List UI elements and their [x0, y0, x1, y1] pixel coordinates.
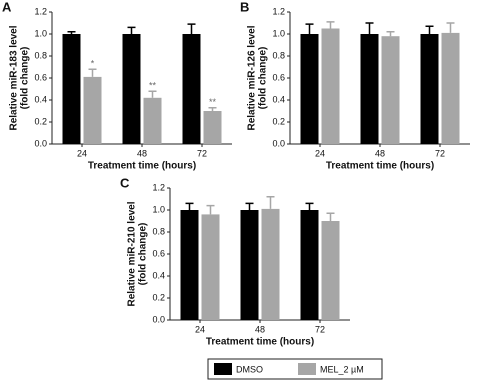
bar — [360, 34, 379, 144]
error-bar — [425, 25, 434, 34]
x-tick-label: 72 — [435, 148, 445, 158]
bar — [381, 36, 400, 145]
y-tick-label: 0.8 — [34, 50, 47, 60]
y-tick-label: 1.2 — [34, 6, 47, 16]
x-tick-label: 72 — [197, 148, 207, 158]
y-tick-label: 1.0 — [272, 28, 285, 38]
error-bar — [67, 31, 76, 34]
bar — [420, 34, 439, 144]
bar — [180, 210, 199, 320]
error-bar — [127, 26, 136, 34]
y-axis-label: Relative miR-183 level — [9, 25, 20, 130]
bar — [240, 210, 259, 320]
bar — [321, 28, 340, 144]
x-axis-label: Treatment time (hours) — [326, 161, 434, 172]
error-bar — [206, 204, 215, 215]
error-bar — [326, 212, 335, 221]
x-tick-label: 48 — [375, 148, 385, 158]
panel-label: C — [120, 175, 130, 190]
bar — [300, 34, 319, 144]
legend-label: DMSO — [236, 364, 263, 374]
bar — [321, 221, 340, 320]
y-tick-label: 0.6 — [152, 248, 165, 258]
y-tick-label: 0.4 — [152, 270, 165, 280]
y-tick-label: 0.2 — [272, 116, 285, 126]
legend-swatch — [298, 363, 316, 375]
y-tick-label: 0.4 — [272, 94, 285, 104]
x-tick-label: 24 — [315, 148, 325, 158]
significance-marker: ** — [209, 97, 217, 107]
bar — [441, 32, 460, 144]
error-bar — [365, 22, 374, 34]
bar — [261, 208, 280, 320]
error-bar — [187, 23, 196, 34]
y-tick-label: 1.0 — [152, 204, 165, 214]
y-axis-label: Relative miR-126 level — [247, 25, 258, 130]
bar — [201, 214, 220, 320]
x-tick-label: 24 — [195, 324, 205, 334]
y-tick-label: 0.8 — [152, 226, 165, 236]
y-tick-label: 0.8 — [272, 50, 285, 60]
bar — [300, 210, 319, 320]
bar — [83, 76, 102, 144]
y-tick-label: 1.0 — [34, 28, 47, 38]
bar — [182, 34, 201, 144]
y-tick-label: 0.6 — [272, 72, 285, 82]
y-tick-label: 1.2 — [272, 6, 285, 16]
legend-box — [207, 358, 383, 380]
y-axis-label: (fold change) — [20, 47, 31, 110]
y-tick-label: 0.6 — [34, 72, 47, 82]
y-tick-label: 0.0 — [272, 138, 285, 148]
panel-label: A — [2, 0, 12, 14]
error-bar — [88, 68, 97, 77]
bar — [143, 97, 162, 144]
y-tick-label: 0.0 — [34, 138, 47, 148]
panel-label: B — [240, 0, 249, 14]
y-axis-label: (fold change) — [138, 223, 149, 286]
y-axis-label: (fold change) — [258, 47, 269, 110]
bar — [122, 34, 141, 144]
significance-marker: * — [91, 59, 95, 69]
error-bar — [266, 196, 275, 209]
error-bar — [185, 202, 194, 210]
legend-swatch — [214, 363, 232, 375]
error-bar — [326, 21, 335, 29]
x-axis-label: Treatment time (hours) — [206, 337, 314, 348]
significance-marker: ** — [149, 81, 157, 91]
error-bar — [208, 106, 217, 111]
error-bar — [386, 31, 395, 37]
error-bar — [305, 202, 314, 210]
bar — [203, 111, 222, 144]
x-tick-label: 48 — [137, 148, 147, 158]
y-tick-label: 0.2 — [152, 292, 165, 302]
x-axis-label: Treatment time (hours) — [88, 161, 196, 172]
y-tick-label: 1.2 — [152, 182, 165, 192]
bar — [62, 34, 81, 144]
x-tick-label: 72 — [315, 324, 325, 334]
y-tick-label: 0.0 — [152, 314, 165, 324]
error-bar — [446, 22, 455, 33]
legend-label: MEL_2 µM — [320, 364, 364, 374]
x-tick-label: 48 — [255, 324, 265, 334]
x-tick-label: 24 — [77, 148, 87, 158]
y-axis-label: Relative miR-210 level — [127, 201, 138, 306]
y-tick-label: 0.2 — [34, 116, 47, 126]
y-tick-label: 0.4 — [34, 94, 47, 104]
error-bar — [148, 90, 157, 98]
error-bar — [305, 23, 314, 34]
error-bar — [245, 202, 254, 210]
